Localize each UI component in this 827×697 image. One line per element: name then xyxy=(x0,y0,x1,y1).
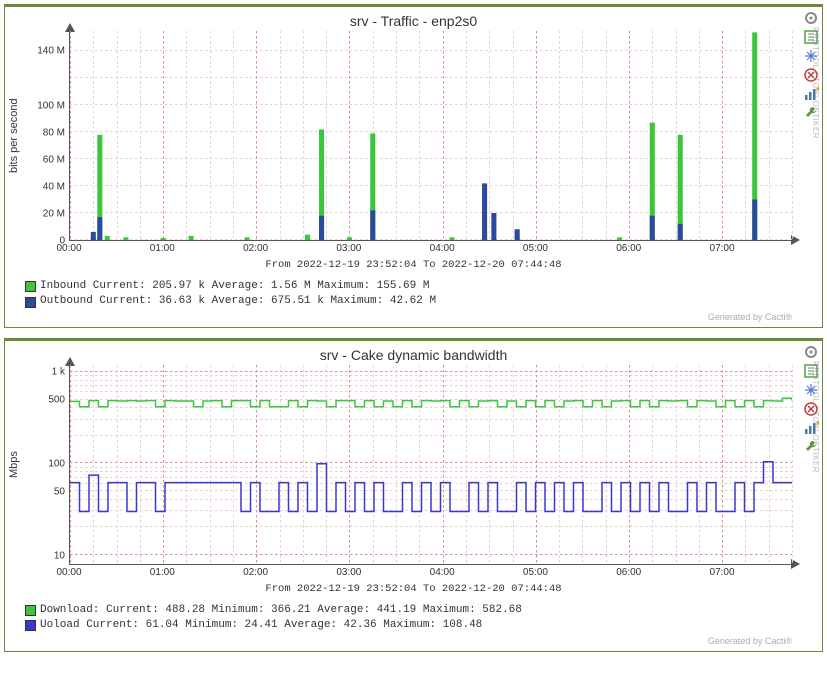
legend-label: Inbound Current: 205.97 k Average: 1.56 … xyxy=(40,279,429,294)
x-tick: 03:00 xyxy=(336,243,361,254)
x-tick: 03:00 xyxy=(336,567,361,578)
x-tick: 07:00 xyxy=(710,243,735,254)
y-tick: 500 xyxy=(48,394,65,405)
x-tick: 07:00 xyxy=(710,567,735,578)
y-tick: 1 k xyxy=(52,367,65,378)
x-tick: 01:00 xyxy=(150,243,175,254)
chart-subtitle: From 2022-12-19 23:52:04 To 2022-12-20 0… xyxy=(7,257,820,275)
y-axis-label: bits per second xyxy=(7,31,21,241)
chart-title: srv - Cake dynamic bandwidth xyxy=(7,343,820,365)
arrows-icon[interactable] xyxy=(803,382,819,398)
y-tick: 100 xyxy=(48,458,65,469)
y-tick: 60 M xyxy=(43,154,65,165)
x-tick: 02:00 xyxy=(243,567,268,578)
bandwidth-chart-panel: RRDTOOL / TOBI OETIKER ★ srv - Cake dyna… xyxy=(4,338,823,652)
plot-area xyxy=(69,31,792,241)
legend-row: Uoload Current: 61.04 Minimum: 24.41 Ave… xyxy=(25,618,820,633)
chart-footer: Generated by Cacti® xyxy=(7,636,820,649)
legend-row: Inbound Current: 205.97 k Average: 1.56 … xyxy=(25,279,820,294)
y-axis: 10 50 100 500 1 k xyxy=(21,365,69,565)
chart-subtitle: From 2022-12-19 23:52:04 To 2022-12-20 0… xyxy=(7,581,820,599)
svg-text:★: ★ xyxy=(815,86,819,93)
kill-icon[interactable] xyxy=(803,401,819,417)
y-tick: 40 M xyxy=(43,181,65,192)
y-tick: 50 xyxy=(54,486,65,497)
legend-swatch xyxy=(25,620,36,631)
chart-footer: Generated by Cacti® xyxy=(7,312,820,325)
x-tick: 05:00 xyxy=(523,243,548,254)
legend-label: Download: Current: 488.28 Minimum: 366.2… xyxy=(40,603,522,618)
legend-row: Download: Current: 488.28 Minimum: 366.2… xyxy=(25,603,820,618)
chart-toolbar: ★ xyxy=(803,10,819,121)
y-tick: 140 M xyxy=(37,46,65,57)
legend-label: Uoload Current: 61.04 Minimum: 24.41 Ave… xyxy=(40,618,482,633)
x-tick: 04:00 xyxy=(430,567,455,578)
chart-legend: Download: Current: 488.28 Minimum: 366.2… xyxy=(7,599,820,636)
barstar-icon[interactable]: ★ xyxy=(803,86,819,102)
y-tick: 10 xyxy=(54,550,65,561)
gear-icon[interactable] xyxy=(803,10,819,26)
csv-icon[interactable] xyxy=(803,363,819,379)
chart-title: srv - Traffic - enp2s0 xyxy=(7,9,820,31)
chart-area: bits per second 020 M40 M60 M80 M100 M14… xyxy=(7,31,820,241)
x-tick: 06:00 xyxy=(616,567,641,578)
x-tick: 01:00 xyxy=(150,567,175,578)
kill-icon[interactable] xyxy=(803,67,819,83)
y-axis-label: Mbps xyxy=(7,365,21,565)
chart-toolbar: ★ xyxy=(803,344,819,455)
x-axis: 00:0001:0002:0003:0004:0005:0006:0007:00 xyxy=(69,241,792,257)
x-tick: 05:00 xyxy=(523,567,548,578)
y-tick: 20 M xyxy=(43,208,65,219)
barstar-icon[interactable]: ★ xyxy=(803,420,819,436)
traffic-chart-panel: RRDTOOL / TOBI OETIKER ★ srv - Traffic -… xyxy=(4,4,823,328)
legend-swatch xyxy=(25,605,36,616)
plot-area xyxy=(69,365,792,565)
csv-icon[interactable] xyxy=(803,29,819,45)
chart-area: Mbps 10 50 100 500 1 k xyxy=(7,365,820,565)
gear-icon[interactable] xyxy=(803,344,819,360)
legend-swatch xyxy=(25,297,36,308)
wrench-icon[interactable] xyxy=(803,105,819,121)
x-tick: 00:00 xyxy=(56,567,81,578)
chart-legend: Inbound Current: 205.97 k Average: 1.56 … xyxy=(7,275,820,312)
legend-swatch xyxy=(25,281,36,292)
x-tick: 04:00 xyxy=(430,243,455,254)
legend-label: Outbound Current: 36.63 k Average: 675.5… xyxy=(40,294,436,309)
x-tick: 00:00 xyxy=(56,243,81,254)
y-tick: 80 M xyxy=(43,127,65,138)
wrench-icon[interactable] xyxy=(803,439,819,455)
svg-text:★: ★ xyxy=(815,420,819,427)
x-tick: 06:00 xyxy=(616,243,641,254)
legend-row: Outbound Current: 36.63 k Average: 675.5… xyxy=(25,294,820,309)
x-tick: 02:00 xyxy=(243,243,268,254)
arrows-icon[interactable] xyxy=(803,48,819,64)
x-axis: 00:0001:0002:0003:0004:0005:0006:0007:00 xyxy=(69,565,792,581)
y-tick: 100 M xyxy=(37,100,65,111)
y-axis: 020 M40 M60 M80 M100 M140 M xyxy=(21,31,69,241)
